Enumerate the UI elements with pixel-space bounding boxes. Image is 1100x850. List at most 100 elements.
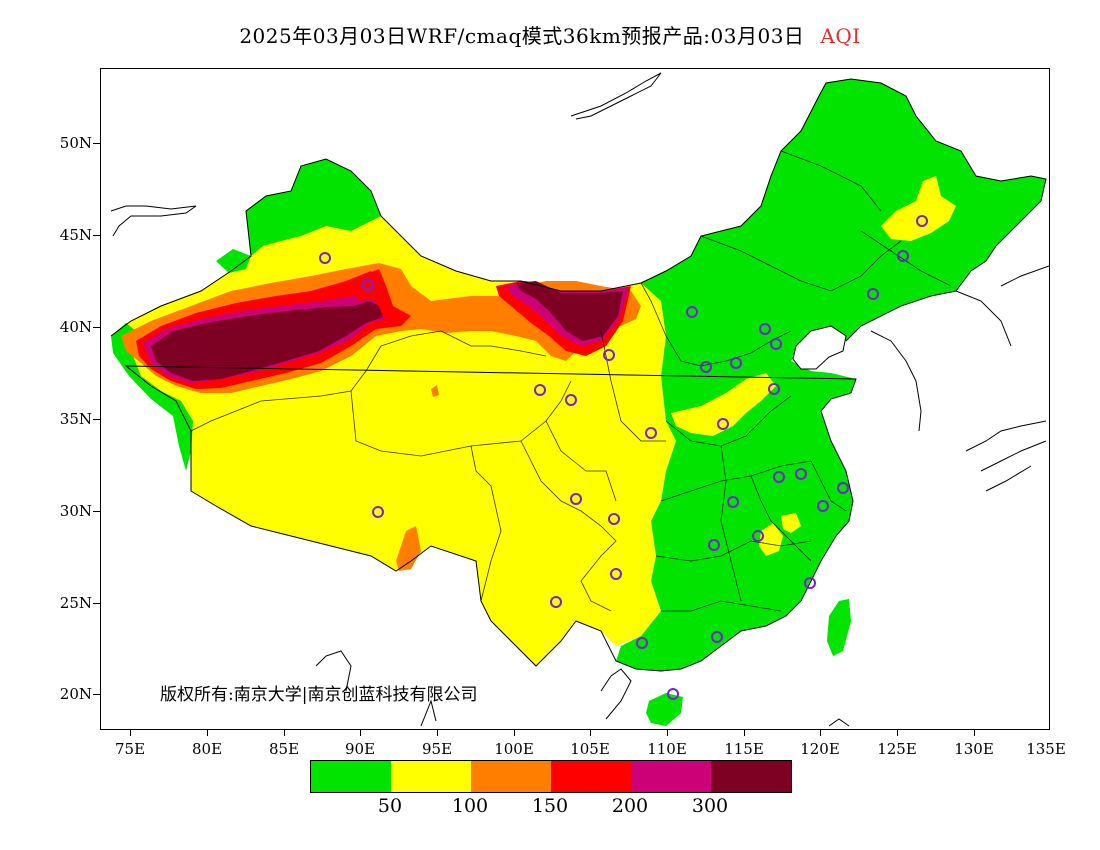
station-marker (804, 577, 816, 589)
station-marker (711, 631, 723, 643)
aqi-zone-green-hainan (646, 693, 683, 726)
lon-tick (974, 730, 975, 736)
china-border (110, 78, 1047, 672)
station-marker (570, 493, 582, 505)
aqi-patch-yellow-coast (781, 513, 801, 533)
legend-label-300: 300 (691, 795, 729, 817)
lon-tick (820, 730, 821, 736)
aqi-zone-green-taiwan (827, 599, 851, 656)
lon-label-110e: 110E (647, 740, 687, 758)
lat-label-30n: 30N (59, 502, 92, 520)
station-marker (319, 252, 331, 264)
aqi-map-svg (110, 72, 1049, 727)
lon-tick (744, 730, 745, 736)
lat-tick (93, 419, 100, 420)
lon-tick (590, 730, 591, 736)
legend-swatch-orange (471, 761, 551, 792)
lon-label-100e: 100E (494, 740, 534, 758)
lon-tick (207, 730, 208, 736)
lat-label-45n: 45N (59, 226, 92, 244)
lon-label-125e: 125E (877, 740, 917, 758)
lat-tick (93, 603, 100, 604)
legend-swatch-yellow (391, 761, 471, 792)
legend-swatch-red (551, 761, 631, 792)
lon-tick (437, 730, 438, 736)
lon-label-85e: 85E (268, 740, 300, 758)
station-marker (773, 471, 785, 483)
aqi-zone-orange-spot (431, 385, 439, 397)
lat-tick (93, 235, 100, 236)
lat-tick (93, 143, 100, 144)
lon-label-75e: 75E (114, 740, 146, 758)
map-title: 2025年03月03日WRF/cmaq模式36km预报产品:03月03日 AQI (0, 20, 1100, 49)
aqi-zone-green-west-xinjiang (216, 249, 251, 273)
station-marker (610, 568, 622, 580)
lat-label-35n: 35N (59, 410, 92, 428)
station-marker (897, 250, 909, 262)
station-marker (770, 338, 782, 350)
station-marker (795, 468, 807, 480)
aqi-zone-green-east (616, 79, 1046, 671)
legend-label-50: 50 (377, 795, 403, 817)
lon-tick (897, 730, 898, 736)
aqi-patch-yellow-northeast (881, 176, 956, 241)
lon-tick (514, 730, 515, 736)
station-marker (550, 596, 562, 608)
aqi-zone-maroon-tarim (151, 301, 383, 381)
lon-label-95e: 95E (421, 740, 453, 758)
legend-swatch-purple (631, 761, 711, 792)
lon-tick (130, 730, 131, 736)
station-marker (768, 383, 780, 395)
legend-label-200: 200 (611, 795, 649, 817)
lat-tick (93, 327, 100, 328)
aqi-patch-yellow-central (671, 373, 776, 436)
lat-label-20n: 20N (59, 685, 92, 703)
station-marker (867, 288, 879, 300)
station-marker (645, 427, 657, 439)
legend-label-100: 100 (451, 795, 489, 817)
station-marker (565, 394, 577, 406)
station-marker (916, 215, 928, 227)
station-marker (372, 506, 384, 518)
legend-swatch-maroon (711, 761, 791, 792)
lat-label-50n: 50N (59, 134, 92, 152)
map-panel (100, 68, 1050, 730)
station-marker (667, 688, 679, 700)
aqi-zone-green-kashgar (111, 323, 193, 471)
station-marker (752, 530, 764, 542)
station-marker (636, 637, 648, 649)
station-marker (837, 482, 849, 494)
lat-tick (93, 694, 100, 695)
station-marker (717, 418, 729, 430)
legend-swatch-green (311, 761, 391, 792)
aqi-zone-orange-tibet-south (396, 526, 421, 571)
station-marker (608, 513, 620, 525)
province-boundaries (190, 150, 952, 612)
aqi-zone-green-north-xinjiang (246, 159, 381, 256)
lon-label-80e: 80E (191, 740, 223, 758)
lon-label-120e: 120E (800, 740, 840, 758)
station-markers (319, 215, 928, 700)
station-marker (362, 279, 374, 291)
station-marker (759, 323, 771, 335)
station-marker (603, 349, 615, 361)
aqi-zone-maroon-alxa (516, 281, 623, 341)
copyright-notice: 版权所有:南京大学|南京创蓝科技有限公司 (160, 685, 478, 705)
lat-label-25n: 25N (59, 594, 92, 612)
aqi-patch-yellow-southeast (759, 523, 783, 556)
lon-label-130e: 130E (954, 740, 994, 758)
title-main: 2025年03月03日WRF/cmaq模式36km预报产品:03月03日 (239, 24, 805, 48)
lon-label-115e: 115E (724, 740, 764, 758)
station-marker (708, 539, 720, 551)
neighbor-coastlines (110, 72, 1049, 727)
lat-tick (93, 511, 100, 512)
legend-label-150: 150 (531, 795, 569, 817)
aqi-legend (310, 760, 792, 793)
station-marker (534, 384, 546, 396)
station-marker (700, 361, 712, 373)
lon-tick (284, 730, 285, 736)
lon-tick (667, 730, 668, 736)
lon-tick (360, 730, 361, 736)
station-marker (727, 496, 739, 508)
aqi-zone-red-hotspot (351, 269, 386, 301)
